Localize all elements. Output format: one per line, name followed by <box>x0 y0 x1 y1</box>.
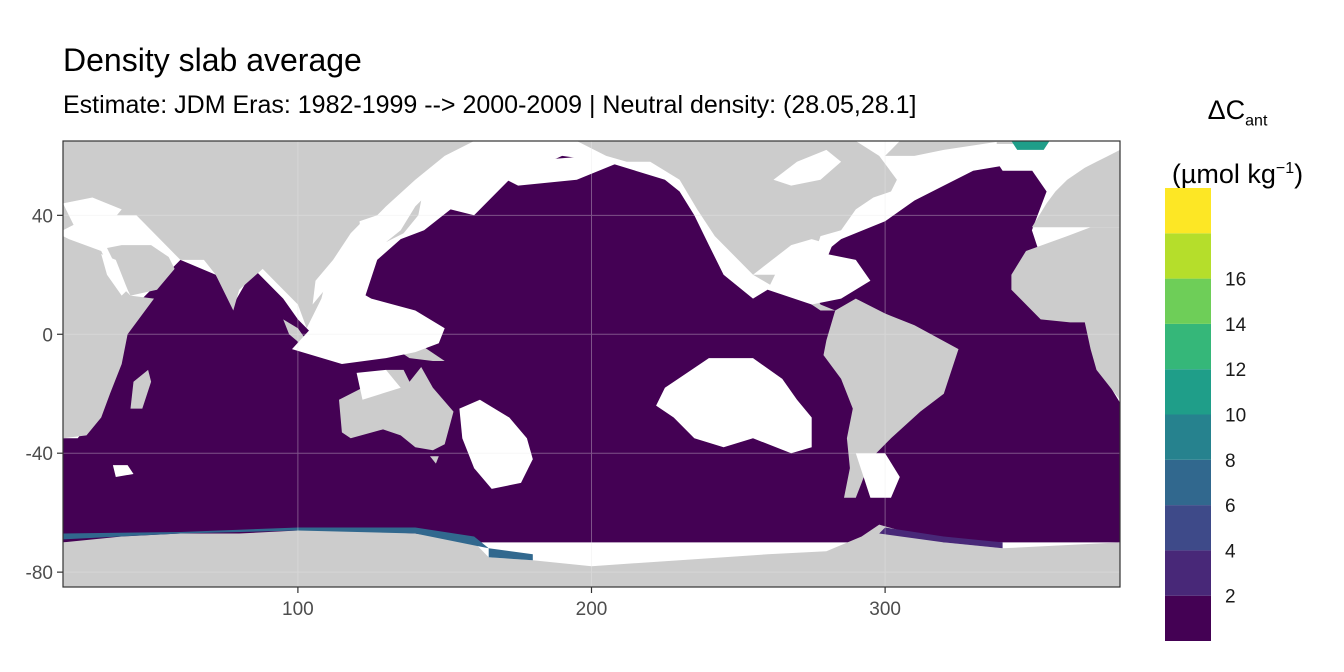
y-tick-label: 40 <box>32 206 53 227</box>
legend-swatch <box>1165 278 1211 324</box>
land-south-america <box>823 298 959 498</box>
high-value-cells <box>63 141 1050 561</box>
nodata-indonesia <box>292 286 445 364</box>
y-tick-label: -80 <box>26 563 53 584</box>
grid-lines <box>63 141 1120 587</box>
legend-swatch <box>1165 188 1211 234</box>
land-tasmania <box>430 456 439 464</box>
legend-title-close: ) <box>1294 159 1304 190</box>
land-arabia <box>107 245 175 296</box>
weddell-sea-cells <box>879 527 1003 549</box>
nodata-south-china <box>312 221 381 305</box>
land-madagascar <box>130 369 152 409</box>
nodata-tasman <box>459 399 533 489</box>
legend-title: ΔCant (µmol kg−1) <box>1160 86 1315 198</box>
color-legend: 2 4 6 8 10 12 14 16 <box>1165 188 1247 641</box>
chart-subtitle: Estimate: JDM Eras: 1982-1999 --> 2000-2… <box>63 91 917 119</box>
legend-label: 16 <box>1225 270 1246 291</box>
legend-title-symbol: ΔC <box>1207 95 1246 125</box>
legend-label: 8 <box>1225 451 1236 472</box>
nodata-gulf <box>753 239 833 275</box>
y-tick-label: 0 <box>42 325 53 346</box>
legend-title-superscript: −1 <box>1275 160 1295 178</box>
nordic-seas-cells <box>1011 141 1050 150</box>
antarctic-shelf-cells <box>63 527 489 549</box>
map-panel <box>63 141 1120 587</box>
land-masses <box>63 141 1120 587</box>
legend-swatch <box>1165 233 1211 279</box>
nodata-sahul <box>356 369 401 400</box>
legend-swatch <box>1165 595 1211 641</box>
land-africa <box>63 236 154 439</box>
land-eurasia <box>63 141 475 329</box>
legend-swatch <box>1165 505 1211 551</box>
y-tick-label: -40 <box>26 444 53 465</box>
legend-label: 14 <box>1225 315 1247 336</box>
nodata-kerguelen <box>112 465 134 477</box>
land-europe <box>1031 149 1120 228</box>
legend-label: 6 <box>1225 496 1236 517</box>
legend-label: 2 <box>1225 587 1236 608</box>
chart-title: Density slab average <box>63 42 362 78</box>
land-antarctica <box>63 524 1120 587</box>
nodata-south-pacific <box>656 358 812 454</box>
legend-swatch <box>1165 323 1211 370</box>
legend-swatch <box>1165 369 1211 415</box>
legend-swatch <box>1165 550 1211 596</box>
nodata-patagonia <box>855 453 900 498</box>
legend-swatch <box>1165 459 1211 506</box>
nodata-baltic <box>996 149 1062 171</box>
nodata-red-sea <box>101 254 128 296</box>
legend-title-subscript: ant <box>1245 112 1268 130</box>
no-data-regions <box>63 149 1062 498</box>
legend-title-unit: (µmol kg <box>1171 159 1276 190</box>
x-tick-label: 200 <box>576 599 608 620</box>
x-tick-label: 100 <box>282 599 314 620</box>
legend-swatch <box>1165 414 1211 460</box>
nodata-mediterranean <box>63 197 122 234</box>
land-greenland <box>885 141 1003 156</box>
land-japan <box>386 200 422 243</box>
legend-label: 10 <box>1225 406 1246 427</box>
nodata-bering <box>488 155 621 186</box>
legend-label: 12 <box>1225 360 1246 381</box>
ross-sea-cells <box>488 548 533 561</box>
nodata-hudson <box>773 149 842 186</box>
legend-label: 4 <box>1225 541 1236 562</box>
x-tick-label: 300 <box>869 599 901 620</box>
land-west-africa <box>1011 227 1120 400</box>
